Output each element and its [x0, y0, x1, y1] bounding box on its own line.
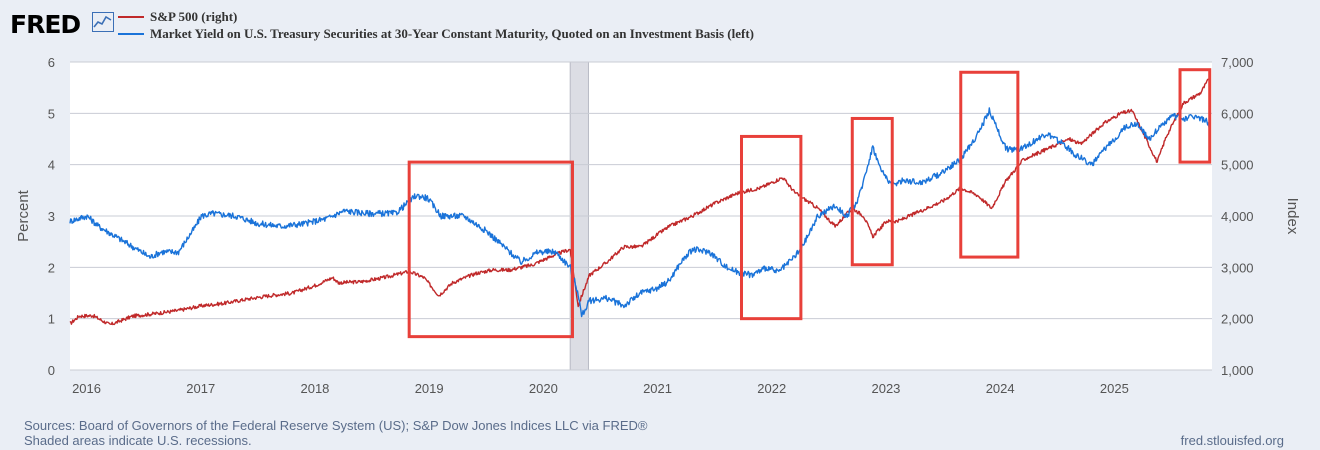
highlight-box-2 — [850, 116, 894, 267]
xtick-2021: 2021 — [643, 381, 672, 396]
legend-item-sp500[interactable]: S&P 500 (right) — [118, 8, 754, 25]
site-link[interactable]: fred.stlouisfed.org — [1180, 433, 1284, 448]
ytick-left-5: 5 — [48, 106, 55, 121]
y-axis-right-title: Index — [1284, 198, 1301, 235]
ytick-left-6: 6 — [48, 55, 55, 70]
ytick-right-2: 3,000 — [1221, 260, 1254, 275]
series-line-sp500 — [69, 77, 1211, 326]
xtick-2023: 2023 — [871, 381, 900, 396]
chart-legend: S&P 500 (right) Market Yield on U.S. Tre… — [118, 8, 754, 42]
recession-note: Shaded areas indicate U.S. recessions. — [24, 433, 252, 448]
ytick-left-2: 2 — [48, 260, 55, 275]
y-axis-left-title: Percent — [15, 189, 32, 242]
ytick-right-4: 5,000 — [1221, 158, 1254, 173]
chart-area[interactable]: 0 1 2 3 4 5 6 1,000 2,000 3,000 4,000 5,000 6,000 7,0… — [0, 40, 1320, 412]
ytick-left-4: 4 — [48, 158, 55, 173]
series-line-treasury-yield — [69, 107, 1211, 318]
ytick-left-1: 1 — [48, 312, 55, 327]
xtick-2016: 2016 — [72, 381, 101, 396]
xtick-2025: 2025 — [1100, 381, 1129, 396]
fred-chart-icon — [92, 12, 114, 32]
highlight-box-0 — [407, 160, 574, 339]
ytick-right-1: 2,000 — [1221, 312, 1254, 327]
ytick-right-5: 6,000 — [1221, 106, 1254, 121]
xtick-2022: 2022 — [757, 381, 786, 396]
xtick-2018: 2018 — [300, 381, 329, 396]
xtick-2024: 2024 — [986, 381, 1015, 396]
ytick-left-0: 0 — [48, 363, 55, 378]
xtick-2017: 2017 — [186, 381, 215, 396]
highlight-box-3 — [959, 70, 1020, 259]
ytick-left-3: 3 — [48, 209, 55, 224]
legend-label-sp500: S&P 500 (right) — [150, 8, 238, 24]
footer: Sources: Board of Governors of the Feder… — [24, 418, 647, 448]
sources-text: Sources: Board of Governors of the Feder… — [24, 418, 648, 433]
legend-swatch-sp500 — [118, 15, 144, 18]
xtick-2019: 2019 — [415, 381, 444, 396]
legend-swatch-treasury-yield — [118, 32, 144, 35]
ytick-right-6: 7,000 — [1221, 55, 1254, 70]
ytick-right-0: 1,000 — [1221, 363, 1254, 378]
xtick-2020: 2020 — [529, 381, 558, 396]
legend-item-treasury-yield[interactable]: Market Yield on U.S. Treasury Securities… — [118, 25, 754, 42]
fred-logo[interactable]: FRED — [10, 10, 81, 39]
highlight-box-1 — [739, 134, 803, 321]
highlight-box-4 — [1178, 68, 1212, 164]
ytick-right-3: 4,000 — [1221, 209, 1254, 224]
legend-label-treasury-yield: Market Yield on U.S. Treasury Securities… — [150, 25, 754, 41]
